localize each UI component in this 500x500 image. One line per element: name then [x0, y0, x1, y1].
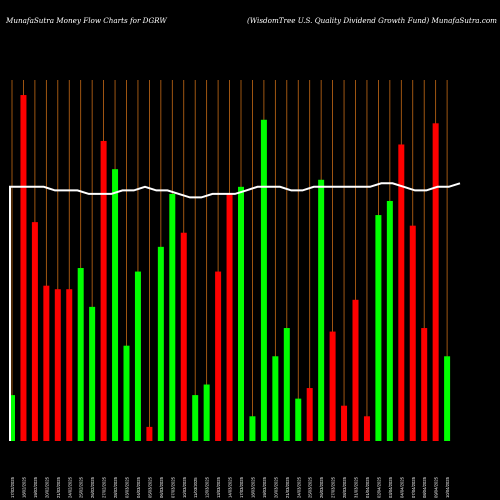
x-tick-label: 20/03/2025: [273, 476, 278, 498]
x-tick-label: 10/03/2025: [182, 476, 187, 498]
bar: [112, 169, 119, 441]
chart-subtitle: (WisdomTree U.S. Quality Dividend Growth…: [246, 16, 497, 25]
x-tick-label: 17/03/2025: [239, 476, 244, 498]
bar: [43, 285, 50, 441]
money-flow-line: [9, 182, 461, 441]
x-tick-label: 04/03/2025: [136, 476, 141, 498]
x-tick-label: 31/03/2025: [354, 476, 359, 498]
bar: [386, 200, 393, 441]
x-tick-label: 14/03/2025: [228, 476, 233, 498]
x-tick-label: 28/02/2025: [113, 476, 118, 498]
bar: [180, 232, 187, 441]
x-tick-label: 19/02/2025: [33, 476, 38, 498]
bar: [421, 328, 428, 441]
bar: [318, 179, 325, 441]
bar: [66, 289, 73, 441]
x-tick-label: 08/04/2025: [422, 476, 427, 498]
x-tick-label: 24/03/2025: [296, 476, 301, 498]
x-tick-label: 18/02/2025: [21, 476, 26, 498]
x-tick-label: 25/02/2025: [79, 476, 84, 498]
x-tick-label: 17/02/2025: [10, 476, 15, 498]
bar: [77, 268, 84, 441]
x-tick-label: 13/03/2025: [216, 476, 221, 498]
bar: [260, 119, 267, 442]
bar: [203, 384, 210, 441]
bar: [20, 95, 27, 441]
bar: [272, 356, 279, 441]
x-tick-label: 24/02/2025: [67, 476, 72, 498]
x-tick-label: 26/02/2025: [90, 476, 95, 498]
bar: [352, 299, 359, 441]
bar: [444, 356, 451, 441]
bar: [89, 306, 96, 441]
bar: [146, 426, 153, 441]
x-tick-label: 02/04/2025: [376, 476, 381, 498]
x-tick-label: 12/03/2025: [205, 476, 210, 498]
x-tick-label: 07/04/2025: [411, 476, 416, 498]
bar: [134, 271, 141, 441]
x-tick-label: 03/03/2025: [125, 476, 130, 498]
x-tick-label: 21/02/2025: [56, 476, 61, 498]
x-tick-label: 25/03/2025: [308, 476, 313, 498]
bar: [283, 328, 290, 441]
x-tick-label: 28/03/2025: [342, 476, 347, 498]
bar: [306, 388, 313, 441]
x-tick-label: 07/03/2025: [170, 476, 175, 498]
x-tick-label: 21/03/2025: [285, 476, 290, 498]
x-tick-label: 10/04/2025: [445, 476, 450, 498]
bar: [31, 222, 38, 441]
x-tick-label: 27/02/2025: [102, 476, 107, 498]
x-tick-label: 18/03/2025: [250, 476, 255, 498]
bar: [409, 225, 416, 441]
bar: [100, 140, 107, 441]
bar: [169, 193, 176, 441]
bar: [432, 123, 439, 442]
x-tick-label: 20/02/2025: [44, 476, 49, 498]
bar: [215, 271, 222, 441]
bar: [9, 395, 15, 441]
bar: [329, 331, 336, 441]
bar: [375, 215, 382, 441]
bar: [157, 246, 164, 441]
bar: [54, 289, 61, 441]
x-tick-label: 05/03/2025: [147, 476, 152, 498]
x-tick-label: 11/03/2025: [193, 477, 198, 498]
bar: [238, 186, 244, 441]
x-tick-label: 26/03/2025: [319, 476, 324, 498]
bar: [341, 405, 348, 441]
x-tick-label: 19/03/2025: [262, 476, 267, 498]
chart-title: MunafaSutra Money Flow Charts for DGRW: [6, 16, 167, 25]
x-tick-label: 03/04/2025: [388, 476, 393, 498]
x-tick-label: 04/04/2025: [399, 476, 404, 498]
bar: [192, 395, 199, 441]
bar: [363, 416, 370, 441]
x-tick-label: 01/04/2025: [365, 476, 370, 498]
x-tick-label: 09/04/2025: [434, 476, 439, 498]
bar: [249, 416, 256, 441]
bar: [398, 144, 405, 442]
bar: [226, 193, 233, 441]
x-tick-label: 27/03/2025: [331, 476, 336, 498]
bar: [295, 398, 302, 441]
x-tick-label: 06/03/2025: [159, 476, 164, 498]
bar: [123, 345, 130, 441]
